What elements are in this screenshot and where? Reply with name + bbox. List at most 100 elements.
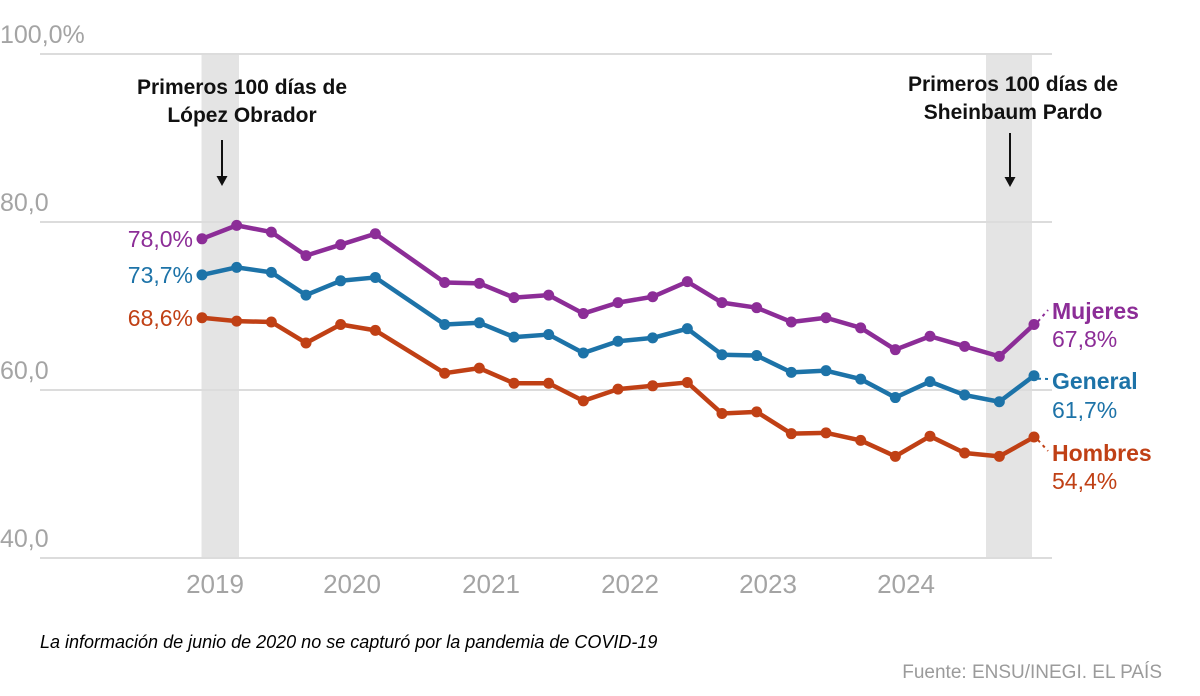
data-point-hombres bbox=[889, 450, 901, 462]
data-point-hombres bbox=[785, 428, 797, 440]
data-point-general bbox=[716, 349, 728, 361]
data-point-hombres bbox=[959, 447, 971, 459]
annotation-line-1: Primeros 100 días de bbox=[907, 73, 1119, 96]
data-point-hombres bbox=[508, 377, 520, 389]
label-connector-hombres bbox=[1037, 439, 1049, 452]
data-point-general bbox=[993, 396, 1005, 408]
data-point-general bbox=[1028, 370, 1040, 382]
series-label-general: General bbox=[1052, 368, 1138, 394]
annotation-arrow-head-0 bbox=[216, 176, 228, 186]
data-point-hombres bbox=[300, 337, 312, 349]
end-value-mujeres: 67,8% bbox=[1052, 326, 1118, 352]
y-tick-60: 60,0 bbox=[0, 357, 49, 385]
data-point-hombres bbox=[265, 316, 277, 328]
data-point-mujeres bbox=[543, 289, 555, 301]
highlight-band-0 bbox=[201, 54, 239, 558]
data-point-general bbox=[751, 350, 763, 362]
x-tick-2019: 2019 bbox=[186, 569, 244, 599]
data-point-hombres bbox=[751, 406, 763, 418]
data-point-hombres bbox=[612, 383, 624, 395]
data-point-general bbox=[439, 318, 451, 330]
data-point-general bbox=[335, 275, 347, 287]
data-point-general bbox=[300, 289, 312, 301]
y-tick-80: 80,0 bbox=[0, 189, 49, 217]
data-point-hombres bbox=[647, 380, 659, 392]
data-point-hombres bbox=[196, 312, 208, 324]
data-point-mujeres bbox=[300, 250, 312, 262]
series-line-general bbox=[199, 265, 1037, 405]
data-point-general bbox=[473, 317, 485, 329]
annotation-line-2: López Obrador bbox=[167, 104, 317, 127]
start-value-general: 73,7% bbox=[127, 262, 193, 288]
data-point-mujeres bbox=[196, 233, 208, 245]
footnote: La información de junio de 2020 no se ca… bbox=[40, 632, 658, 652]
data-point-general bbox=[681, 323, 693, 335]
x-tick-2021: 2021 bbox=[462, 569, 520, 599]
data-point-mujeres bbox=[335, 239, 347, 251]
highlight-band-1 bbox=[986, 54, 1032, 558]
data-point-general bbox=[855, 373, 867, 385]
data-point-hombres bbox=[577, 395, 589, 407]
data-point-general bbox=[231, 261, 243, 273]
series-line-hombres bbox=[199, 315, 1037, 459]
data-point-hombres bbox=[543, 377, 555, 389]
data-point-mujeres bbox=[716, 297, 728, 309]
data-point-mujeres bbox=[959, 340, 971, 352]
series-line-mujeres bbox=[199, 223, 1037, 359]
data-point-mujeres bbox=[265, 226, 277, 238]
data-point-mujeres bbox=[681, 276, 693, 288]
data-point-general bbox=[369, 271, 381, 283]
data-point-hombres bbox=[924, 430, 936, 442]
data-point-mujeres bbox=[924, 330, 936, 342]
data-point-mujeres bbox=[508, 292, 520, 304]
data-point-mujeres bbox=[820, 312, 832, 324]
data-point-mujeres bbox=[889, 344, 901, 356]
data-point-mujeres bbox=[855, 322, 867, 334]
data-point-hombres bbox=[231, 315, 243, 327]
annotation-lopez-obrador: Primeros 100 días de López Obrador bbox=[137, 74, 347, 130]
data-point-general bbox=[508, 331, 520, 343]
data-point-hombres bbox=[993, 450, 1005, 462]
data-point-mujeres bbox=[231, 219, 243, 231]
data-point-mujeres bbox=[785, 316, 797, 328]
annotation-sheinbaum-pardo: Primeros 100 días de Sheinbaum Pardo bbox=[908, 71, 1118, 127]
data-point-hombres bbox=[439, 367, 451, 379]
data-point-mujeres bbox=[647, 291, 659, 303]
data-point-general bbox=[265, 266, 277, 278]
data-point-mujeres bbox=[993, 350, 1005, 362]
data-point-general bbox=[196, 269, 208, 281]
data-point-general bbox=[612, 335, 624, 347]
x-tick-2022: 2022 bbox=[601, 569, 659, 599]
x-tick-2024: 2024 bbox=[877, 569, 935, 599]
y-tick-100: 100,0% bbox=[0, 21, 85, 49]
data-point-mujeres bbox=[369, 228, 381, 240]
series-label-hombres: Hombres bbox=[1052, 440, 1152, 466]
data-point-general bbox=[959, 389, 971, 401]
start-value-mujeres: 78,0% bbox=[127, 226, 193, 252]
data-point-hombres bbox=[681, 376, 693, 388]
label-connector-mujeres bbox=[1037, 309, 1049, 323]
data-point-general bbox=[577, 347, 589, 359]
data-point-mujeres bbox=[439, 276, 451, 288]
data-point-general bbox=[889, 392, 901, 404]
data-point-mujeres bbox=[1028, 318, 1040, 330]
data-point-hombres bbox=[473, 362, 485, 374]
x-tick-2020: 2020 bbox=[323, 569, 381, 599]
x-tick-2023: 2023 bbox=[739, 569, 797, 599]
source-credit: Fuente: ENSU/INEGI. EL PAÍS bbox=[902, 662, 1162, 683]
data-point-hombres bbox=[369, 324, 381, 336]
data-point-hombres bbox=[1028, 431, 1040, 443]
end-value-hombres: 54,4% bbox=[1052, 468, 1118, 494]
data-point-general bbox=[785, 366, 797, 378]
data-point-mujeres bbox=[612, 297, 624, 309]
y-tick-40: 40,0 bbox=[0, 525, 49, 553]
series-label-mujeres: Mujeres bbox=[1052, 298, 1139, 324]
data-point-mujeres bbox=[473, 277, 485, 289]
data-point-hombres bbox=[716, 408, 728, 420]
data-point-hombres bbox=[855, 434, 867, 446]
data-point-mujeres bbox=[751, 302, 763, 314]
data-point-hombres bbox=[820, 427, 832, 439]
annotation-line-1: Primeros 100 días de bbox=[136, 76, 348, 99]
